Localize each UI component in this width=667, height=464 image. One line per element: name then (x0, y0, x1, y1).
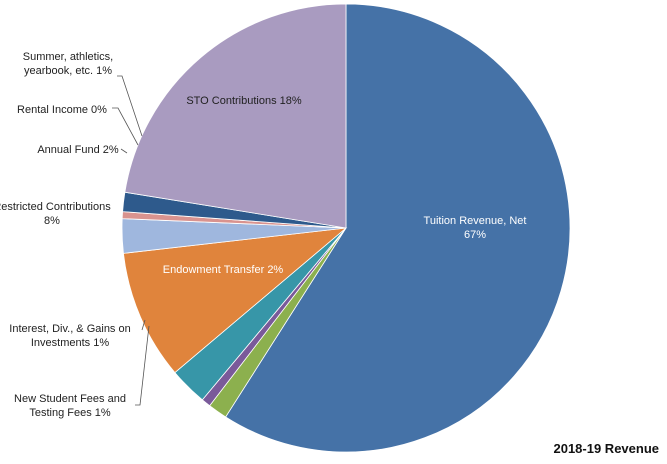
leader-line-summer-athletics-yearbook-etc (117, 75, 143, 137)
leader-line-rental-income (112, 107, 139, 146)
slice-label-summer-athletics-yearbook-etc-line-1: Summer, athletics, (23, 51, 113, 63)
chart-title: 2018-19 Revenue (553, 441, 659, 456)
slice-label-annual-fund-line-1: Annual Fund 2% (37, 144, 119, 156)
slice-label-summer-athletics-yearbook-etc-line-2: yearbook, etc. 1% (24, 65, 112, 77)
pie-slice-restricted-contributions (122, 227, 348, 374)
leader-line-interest-div-gains-on-investments (141, 319, 146, 331)
slice-label-restricted-contributions-line-2: 8% (44, 215, 60, 227)
slice-label-restricted-contributions-line-1: Restricted Contributions (0, 201, 111, 213)
pie-slice-sto-contributions (124, 3, 347, 229)
slice-label-rental-income-line-1: Rental Income 0% (17, 104, 107, 116)
slice-label-interest-div-gains-on-investments-line-2: Investments 1% (31, 337, 109, 349)
slice-label-endowment-transfer-line-1: Endowment Transfer 2% (163, 264, 284, 276)
slice-label-new-student-fees-and-testing-fees-line-2: Testing Fees 1% (29, 407, 111, 419)
slice-label-interest-div-gains-on-investments-line-1: Interest, Div., & Gains on (9, 323, 130, 335)
slice-label-sto-contributions-line-1: STO Contributions 18% (186, 95, 302, 107)
leader-line-annual-fund (120, 148, 128, 154)
slice-label-tuition-revenue-net-line-1: Tuition Revenue, Net (424, 215, 527, 227)
leader-line-new-student-fees-and-testing-fees (135, 325, 150, 406)
pie-slice-tuition-revenue-net (225, 3, 571, 453)
slice-label-tuition-revenue-net-line-2: 67% (464, 229, 486, 241)
slice-label-new-student-fees-and-testing-fees-line-1: New Student Fees and (14, 393, 126, 405)
